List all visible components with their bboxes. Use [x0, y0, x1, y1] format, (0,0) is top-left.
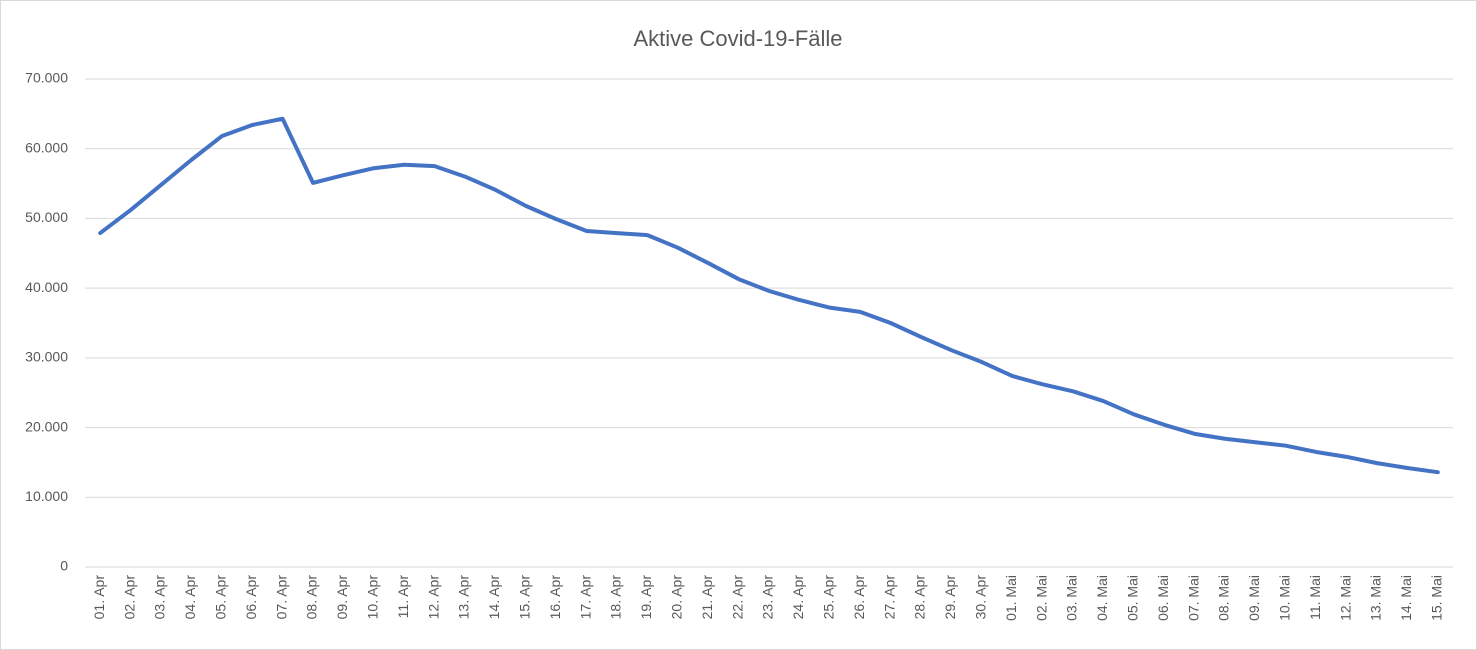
y-tick-label: 10.000 — [25, 488, 68, 504]
x-tick-label: 03. Mai — [1064, 575, 1080, 621]
x-tick-label: 02. Apr — [121, 575, 137, 620]
x-tick-label: 12. Mai — [1337, 575, 1353, 621]
x-tick-label: 17. Apr — [577, 575, 593, 620]
x-tick-label: 11. Apr — [395, 575, 411, 619]
x-tick-label: 06. Mai — [1155, 575, 1171, 621]
x-tick-label: 22. Apr — [729, 575, 745, 620]
x-tick-label: 23. Apr — [760, 575, 776, 620]
y-tick-label: 50.000 — [25, 209, 68, 225]
x-tick-label: 27. Apr — [881, 575, 897, 620]
x-tick-label: 29. Apr — [942, 575, 958, 620]
x-tick-label: 09. Mai — [1246, 575, 1262, 621]
x-tick-label: 05. Apr — [213, 575, 229, 620]
x-tick-label: 25. Apr — [821, 575, 837, 620]
x-tick-label: 30. Apr — [973, 575, 989, 620]
x-tick-label: 04. Apr — [182, 575, 198, 620]
x-tick-label: 16. Apr — [547, 575, 563, 620]
x-tick-label: 15. Mai — [1429, 575, 1445, 621]
x-tick-label: 04. Mai — [1094, 575, 1110, 621]
x-tick-label: 07. Mai — [1185, 575, 1201, 621]
y-tick-label: 70.000 — [25, 70, 68, 86]
x-tick-label: 01. Mai — [1003, 575, 1019, 621]
x-tick-label: 13. Mai — [1368, 575, 1384, 621]
x-tick-label: 12. Apr — [425, 575, 441, 620]
x-tick-label: 18. Apr — [608, 575, 624, 620]
x-tick-label: 28. Apr — [912, 575, 928, 620]
x-tick-label: 08. Mai — [1216, 575, 1232, 621]
x-tick-label: 26. Apr — [851, 575, 867, 620]
y-tick-label: 40.000 — [25, 279, 68, 295]
y-tick-label: 30.000 — [25, 349, 68, 365]
x-tick-label: 06. Apr — [243, 575, 259, 620]
x-tick-label: 07. Apr — [273, 575, 289, 620]
x-tick-label: 09. Apr — [334, 575, 350, 620]
y-tick-label: 60.000 — [25, 139, 68, 155]
data-line — [98, 116, 1440, 475]
x-tick-label: 15. Apr — [517, 575, 533, 620]
x-tick-label: 10. Apr — [365, 575, 381, 620]
y-tick-label: 0 — [60, 558, 68, 574]
x-tick-label: 05. Mai — [1125, 575, 1141, 621]
x-tick-label: 11. Mai — [1307, 575, 1323, 620]
x-tick-label: 10. Mai — [1277, 575, 1293, 621]
x-tick-label: 20. Apr — [669, 575, 685, 620]
x-tick-label: 19. Apr — [638, 575, 654, 620]
y-tick-label: 20.000 — [25, 418, 68, 434]
chart-title: Aktive Covid-19-Fälle — [633, 26, 842, 51]
x-tick-label: 08. Apr — [304, 575, 320, 620]
x-tick-label: 14. Mai — [1398, 575, 1414, 621]
x-tick-label: 01. Apr — [91, 575, 107, 620]
x-tick-label: 14. Apr — [486, 575, 502, 620]
x-tick-label: 21. Apr — [699, 575, 715, 620]
x-tick-label: 03. Apr — [152, 575, 168, 620]
x-tick-label: 13. Apr — [456, 575, 472, 620]
x-tick-label: 02. Mai — [1033, 575, 1049, 621]
x-tick-label: 24. Apr — [790, 575, 806, 620]
